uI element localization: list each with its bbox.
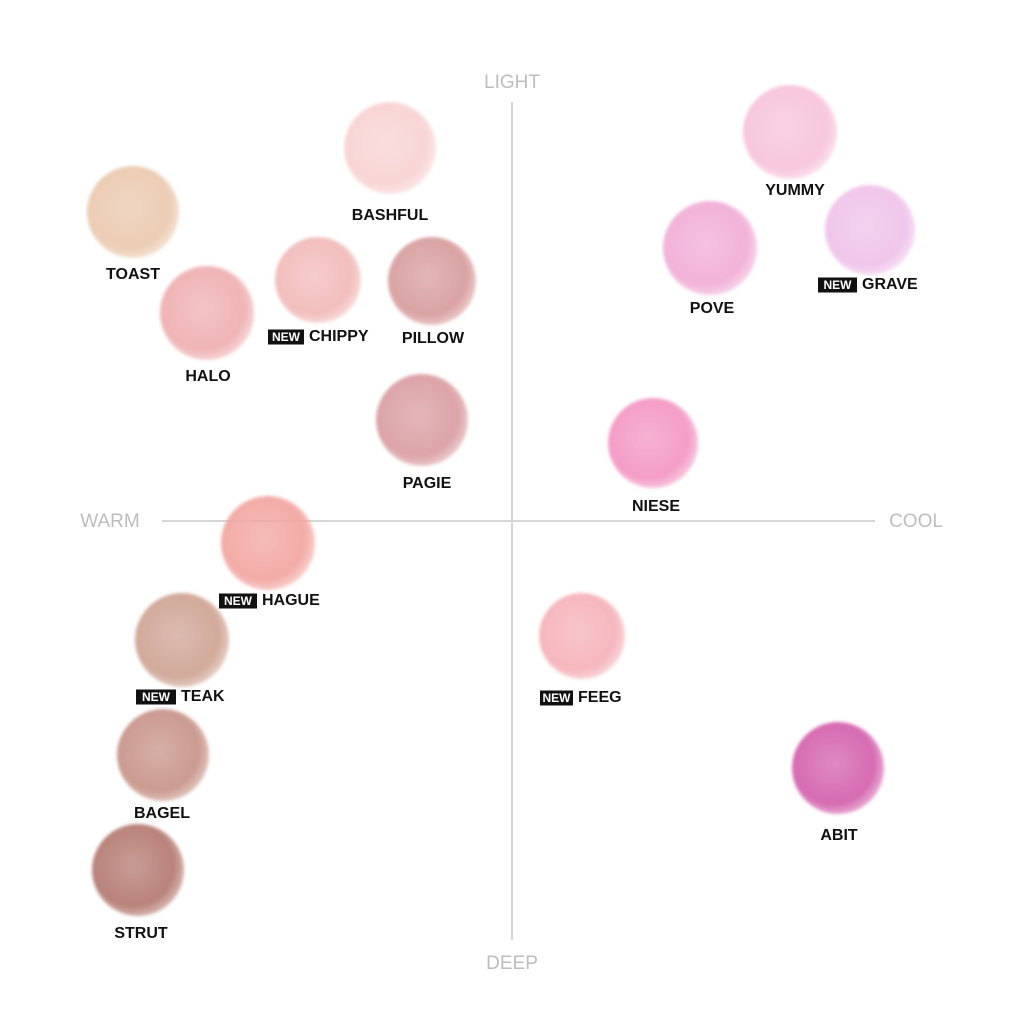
- swatch-color: [160, 266, 254, 360]
- swatch-color: [87, 166, 179, 258]
- swatch-name: FEEG: [578, 689, 622, 706]
- swatch: NEW HAGUE: [219, 496, 320, 609]
- swatch: NEW GRAVE: [818, 185, 918, 293]
- new-badge-bg: [268, 329, 304, 345]
- swatch-name: YUMMY: [765, 182, 825, 199]
- axis-label-left: WARM: [80, 511, 139, 532]
- swatch-name: HALO: [185, 368, 230, 385]
- swatch: BAGEL: [117, 709, 209, 822]
- swatch: HALO: [160, 266, 254, 385]
- new-badge-bg: [818, 277, 857, 293]
- swatch: YUMMY: [743, 85, 837, 199]
- swatch-color: [344, 102, 436, 194]
- swatch: POVE: [663, 201, 757, 317]
- new-badge-bg: [540, 690, 573, 706]
- swatch-color: [117, 709, 209, 801]
- swatch-color: [792, 722, 884, 814]
- swatch-name: BASHFUL: [352, 207, 429, 224]
- swatch: NEW FEEG: [539, 593, 625, 706]
- axis-label-bottom: DEEP: [486, 953, 538, 974]
- swatch-name: CHIPPY: [309, 328, 369, 345]
- new-badge-bg: [136, 689, 176, 705]
- swatch-name: HAGUE: [262, 592, 320, 609]
- swatch: PAGIE: [376, 374, 468, 492]
- swatch-name: STRUT: [114, 925, 168, 942]
- swatch-name: ABIT: [820, 827, 858, 844]
- swatch: PILLOW: [388, 237, 476, 347]
- axis-label-top: LIGHT: [484, 72, 540, 93]
- swatch-color: [388, 237, 476, 325]
- new-badge: NEW: [543, 691, 572, 705]
- swatch-name: PILLOW: [402, 330, 465, 347]
- swatch-color: [92, 824, 184, 916]
- swatch-color: [221, 496, 315, 590]
- swatch-color: [663, 201, 757, 295]
- swatch-color: [608, 398, 698, 488]
- swatch: BASHFUL: [344, 102, 436, 224]
- swatch: ABIT: [792, 722, 884, 844]
- swatch-name: TEAK: [181, 688, 225, 705]
- new-badge-bg: [219, 593, 257, 609]
- swatch-name: NIESE: [632, 498, 680, 515]
- swatch: TOAST: [87, 166, 179, 283]
- swatch-color: [539, 593, 625, 679]
- swatch-name: BAGEL: [134, 805, 190, 822]
- new-badge: NEW: [224, 594, 253, 608]
- swatch-color: [376, 374, 468, 466]
- new-badge: NEW: [142, 690, 171, 704]
- swatch: NEW TEAK: [135, 593, 229, 705]
- swatch-color: [275, 237, 361, 323]
- swatch-name: POVE: [690, 300, 735, 317]
- swatch: NIESE: [608, 398, 698, 515]
- new-badge: NEW: [272, 330, 301, 344]
- swatch-name: GRAVE: [862, 276, 918, 293]
- swatch-name: TOAST: [106, 266, 160, 283]
- swatch: STRUT: [92, 824, 184, 942]
- swatch-color: [825, 185, 915, 275]
- axis-label-right: COOL: [889, 511, 943, 532]
- new-badge: NEW: [824, 278, 853, 292]
- swatch-name: PAGIE: [403, 475, 452, 492]
- swatch-color: [135, 593, 229, 687]
- swatch: NEW CHIPPY: [268, 237, 369, 345]
- swatch-color: [743, 85, 837, 179]
